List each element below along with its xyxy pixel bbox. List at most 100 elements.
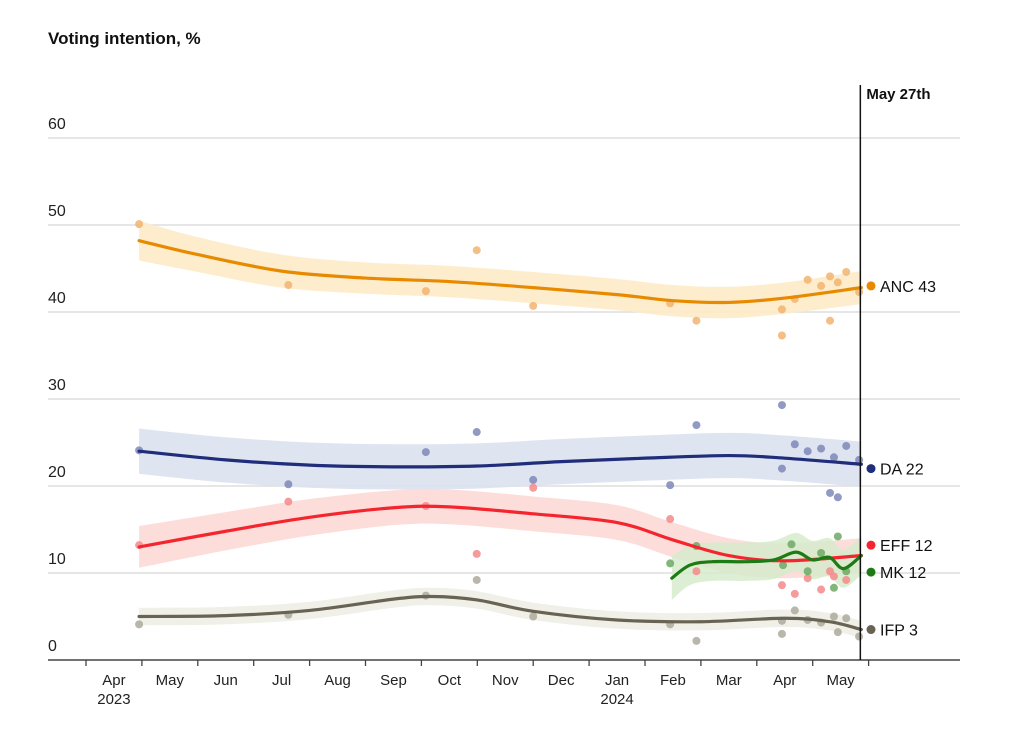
- anc-poll-point: [284, 281, 293, 290]
- eff-poll-point: [529, 483, 538, 492]
- y-tick-label: 20: [48, 464, 66, 481]
- da-poll-point: [803, 447, 812, 456]
- x-axis: Apr 2023 May Jun Jul Aug Sep Oct Nov Dec Jan 2024 Fe…: [48, 659, 960, 708]
- mk-poll-point: [779, 561, 788, 570]
- ifp-poll-point: [855, 632, 864, 641]
- x-tick-label: Feb: [660, 672, 686, 689]
- trend-lines: [137, 239, 863, 632]
- da-poll-point: [817, 444, 826, 453]
- x-tick-label: Sep: [380, 672, 407, 689]
- eff-legend-dot: [866, 540, 876, 550]
- y-tick-label: 60: [48, 116, 66, 133]
- ifp-poll-point: [777, 629, 786, 638]
- mk-poll-point: [787, 540, 796, 549]
- da-poll-point: [472, 428, 481, 437]
- da-poll-point: [421, 448, 430, 457]
- eff-poll-point: [842, 575, 851, 584]
- anc-poll-point: [421, 287, 430, 296]
- x-tick-label: Apr: [773, 672, 796, 689]
- da-poll-point: [284, 480, 293, 489]
- mk-legend-dot: [866, 567, 876, 577]
- eff-end-label: EFF 12: [880, 538, 933, 555]
- anc-poll-point: [529, 301, 538, 310]
- da-poll-point: [833, 493, 842, 502]
- da-legend-dot: [866, 464, 876, 474]
- mk-poll-point: [829, 583, 838, 592]
- x-tick-label: Jun: [214, 672, 238, 689]
- x-tick-label: Aug: [324, 672, 351, 689]
- anc-poll-point: [135, 220, 144, 229]
- mk-trend-line: [670, 550, 863, 580]
- ifp-poll-point: [529, 612, 538, 621]
- x-tick-label: May: [156, 672, 185, 689]
- anc-poll-point: [777, 331, 786, 340]
- mk-poll-point: [666, 559, 675, 568]
- eff-poll-point: [284, 497, 293, 506]
- da-poll-point: [842, 441, 851, 450]
- da-poll-point: [826, 488, 835, 497]
- anc-poll-point: [826, 316, 835, 325]
- ifp-poll-point: [829, 612, 838, 621]
- mk-poll-point: [817, 548, 826, 557]
- ifp-poll-point: [790, 606, 799, 615]
- y-tick-label: 30: [48, 377, 66, 394]
- ifp-poll-point: [833, 628, 842, 637]
- eff-poll-point: [692, 567, 701, 576]
- anc-poll-point: [803, 275, 812, 284]
- ifp-poll-point: [692, 636, 701, 645]
- anc-poll-point: [855, 287, 864, 296]
- eff-trend-line: [137, 504, 863, 563]
- x-tick-label: Apr: [102, 672, 125, 689]
- y-tick-label: 40: [48, 290, 66, 307]
- reference-line-label: May 27th: [866, 86, 930, 103]
- end-labels: ANC 43 DA 22 EFF 12 MK 12 IFP 3: [866, 279, 936, 640]
- anc-poll-point: [777, 305, 786, 314]
- eff-poll-point: [817, 585, 826, 594]
- da-confidence-band: [139, 428, 862, 490]
- anc-poll-point: [472, 246, 481, 255]
- eff-poll-point: [829, 572, 838, 581]
- anc-end-label: ANC 43: [880, 279, 936, 296]
- da-poll-point: [666, 481, 675, 490]
- da-poll-point: [777, 401, 786, 410]
- x-tick-label: Dec: [548, 672, 575, 689]
- y-tick-label: 0: [48, 638, 57, 655]
- eff-poll-point: [472, 549, 481, 558]
- anc-poll-point: [817, 281, 826, 290]
- anc-poll-point: [692, 316, 701, 325]
- anc-poll-point: [833, 278, 842, 287]
- da-poll-point: [855, 455, 864, 464]
- ifp-legend-dot: [866, 625, 876, 635]
- y-tick-label: 10: [48, 551, 66, 568]
- mk-poll-point: [803, 567, 812, 576]
- chart-title: Voting intention, %: [48, 29, 201, 48]
- y-tick-label: 50: [48, 203, 66, 220]
- ifp-end-label: IFP 3: [880, 623, 918, 640]
- eff-poll-point: [790, 589, 799, 598]
- y-axis-ticks: 0 10 20 30 40 50 60: [48, 116, 66, 655]
- x-tick-year: 2024: [600, 691, 633, 708]
- reference-line: May 27th: [859, 85, 931, 660]
- ifp-poll-point: [472, 575, 481, 584]
- da-poll-point: [692, 421, 701, 430]
- mk-confidence-band: [671, 532, 862, 600]
- ifp-trend-line: [137, 594, 863, 632]
- x-tick-label: Oct: [438, 672, 462, 689]
- da-trend-line: [137, 449, 863, 469]
- anc-trend-line: [137, 239, 863, 305]
- anc-confidence-band: [139, 220, 862, 319]
- da-end-label: DA 22: [880, 462, 924, 479]
- da-poll-point: [829, 453, 838, 462]
- eff-poll-point: [803, 574, 812, 583]
- x-tick-label: Nov: [492, 672, 519, 689]
- da-poll-point: [529, 475, 538, 484]
- x-tick-label: May: [826, 672, 855, 689]
- ifp-confidence-band: [139, 587, 862, 639]
- confidence-bands: [139, 220, 862, 639]
- da-poll-point: [790, 440, 799, 449]
- x-tick-label: Jan: [605, 672, 629, 689]
- mk-poll-point: [833, 532, 842, 541]
- eff-poll-point: [666, 515, 675, 524]
- mk-end-label: MK 12: [880, 565, 926, 582]
